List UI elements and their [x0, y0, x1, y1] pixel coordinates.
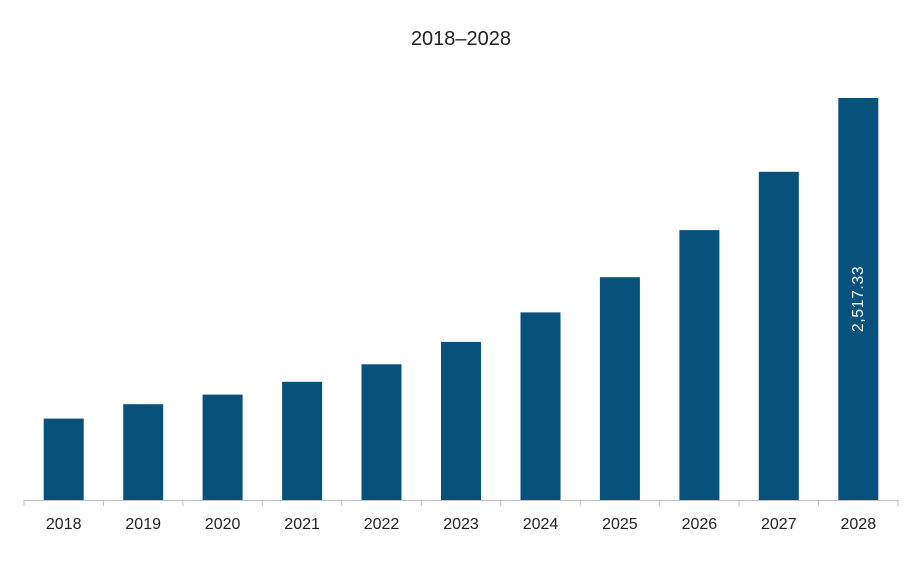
- bar-2028: [838, 98, 879, 500]
- bar-2021: [282, 381, 323, 500]
- bar-2019: [123, 404, 164, 500]
- x-tick-label-2021: 2021: [284, 516, 320, 533]
- x-tick-label-2019: 2019: [125, 516, 161, 533]
- x-tick-label-2023: 2023: [443, 516, 479, 533]
- data-label-2028: 2,517.33: [850, 266, 867, 332]
- bar-2025: [599, 277, 640, 500]
- chart-title: 2018–2028: [410, 28, 512, 50]
- bar-2022: [361, 364, 402, 500]
- x-tick-label-2024: 2024: [523, 516, 559, 533]
- x-tick-label-2022: 2022: [364, 516, 400, 533]
- bar-2023: [441, 341, 481, 500]
- x-tick-label-2027: 2027: [761, 516, 797, 533]
- bar-2027: [758, 171, 799, 501]
- x-tick-label-2028: 2028: [841, 516, 877, 533]
- bar-2018: [43, 418, 84, 500]
- x-tick-label-2026: 2026: [682, 516, 718, 533]
- x-tick-label-2025: 2025: [602, 516, 638, 533]
- x-tick-label-2020: 2020: [205, 516, 241, 533]
- bar-2020: [202, 394, 243, 500]
- bar-2026: [679, 230, 720, 500]
- bar-2024: [520, 312, 561, 500]
- x-tick-label-2018: 2018: [46, 516, 82, 533]
